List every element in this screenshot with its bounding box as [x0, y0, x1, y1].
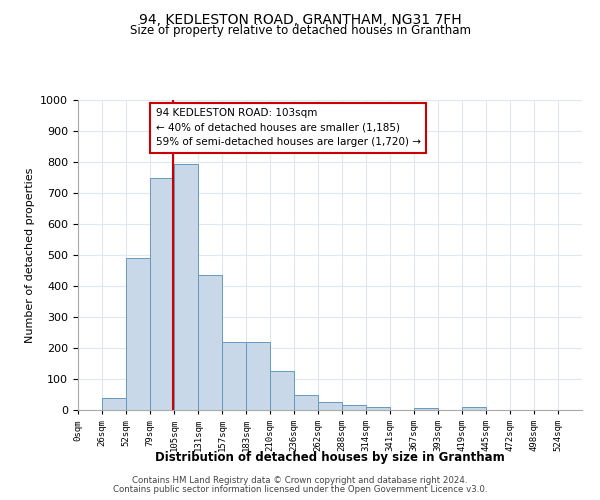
Bar: [151, 178, 173, 410]
Text: 94 KEDLESTON ROAD: 103sqm
← 40% of detached houses are smaller (1,185)
59% of se: 94 KEDLESTON ROAD: 103sqm ← 40% of detac…: [155, 108, 421, 148]
Bar: [223, 342, 245, 410]
Bar: [343, 406, 365, 410]
Bar: [319, 402, 341, 410]
Bar: [463, 407, 485, 410]
Text: Size of property relative to detached houses in Grantham: Size of property relative to detached ho…: [130, 24, 470, 37]
Y-axis label: Number of detached properties: Number of detached properties: [25, 168, 35, 342]
Bar: [103, 398, 125, 410]
Bar: [127, 258, 149, 410]
Text: Contains HM Land Registry data © Crown copyright and database right 2024.: Contains HM Land Registry data © Crown c…: [132, 476, 468, 485]
Text: Distribution of detached houses by size in Grantham: Distribution of detached houses by size …: [155, 451, 505, 464]
Text: 94, KEDLESTON ROAD, GRANTHAM, NG31 7FH: 94, KEDLESTON ROAD, GRANTHAM, NG31 7FH: [139, 12, 461, 26]
Bar: [271, 371, 293, 410]
Text: Contains public sector information licensed under the Open Government Licence v3: Contains public sector information licen…: [113, 485, 487, 494]
Bar: [175, 164, 197, 410]
Bar: [367, 407, 389, 410]
Bar: [247, 342, 269, 410]
Bar: [199, 275, 221, 410]
Bar: [295, 394, 317, 410]
Bar: [415, 408, 437, 410]
